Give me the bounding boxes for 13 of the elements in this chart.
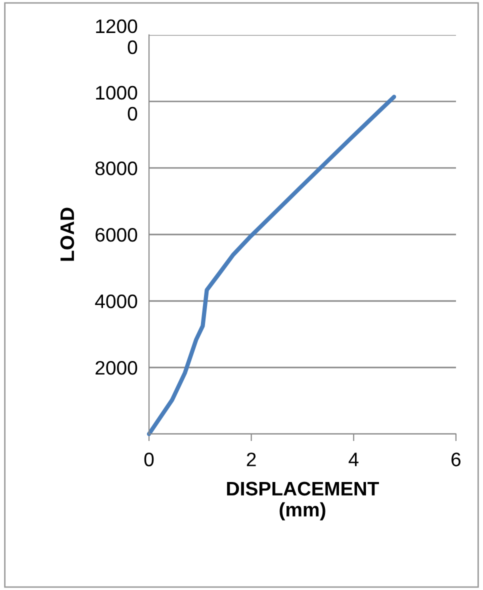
y-tick-label: 6000 — [96, 228, 138, 242]
y-tick-label: 1000 0 — [96, 86, 138, 121]
y-tick-label: 2000 — [96, 360, 138, 375]
x-axis-title: DISPLACEMENT (mm) — [227, 482, 379, 520]
x-tick-label: 6 — [452, 452, 461, 466]
y-tick-label: 1200 0 — [96, 19, 138, 54]
y-tick-label: 8000 — [95, 161, 138, 176]
x-tick-label: 2 — [246, 452, 256, 466]
y-tick-label: 4000 — [95, 294, 138, 308]
line-series — [146, 94, 396, 436]
y-axis-title: LOAD — [60, 208, 74, 261]
x-tick-label: 0 — [144, 452, 154, 466]
x-tick-label: 4 — [348, 452, 358, 466]
